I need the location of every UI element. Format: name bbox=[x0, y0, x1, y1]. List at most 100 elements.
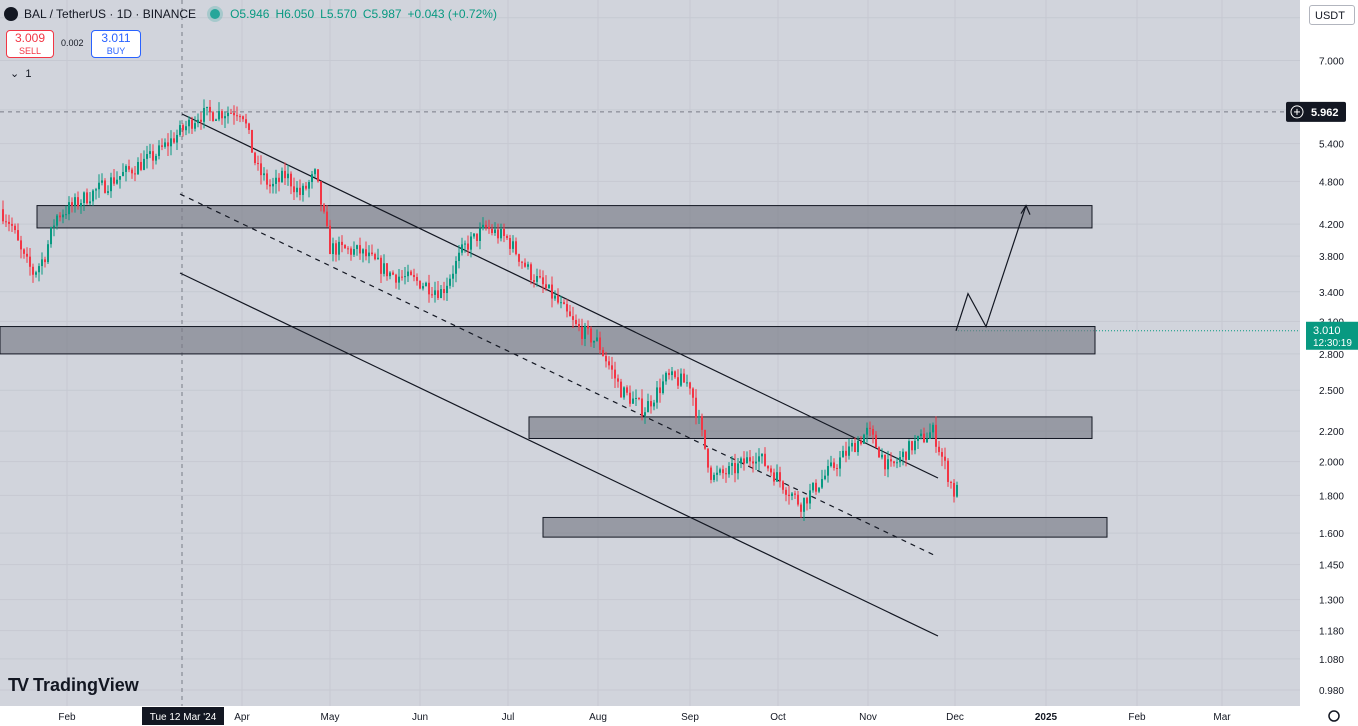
candle-body bbox=[68, 202, 70, 215]
candle-body bbox=[461, 244, 463, 253]
candle-body bbox=[635, 397, 637, 399]
candle-body bbox=[731, 463, 733, 467]
candle-body bbox=[866, 427, 868, 435]
candle-body bbox=[671, 371, 673, 376]
candle-body bbox=[698, 416, 700, 418]
candle-body bbox=[713, 474, 715, 480]
price-tick-label: 3.800 bbox=[1319, 252, 1344, 263]
candle-body bbox=[38, 266, 40, 273]
candle-body bbox=[497, 229, 499, 239]
candle-body bbox=[389, 272, 391, 277]
candle-body bbox=[503, 229, 505, 236]
currency-selector[interactable]: USDT bbox=[1309, 5, 1355, 25]
candle-body bbox=[17, 230, 19, 241]
candle-body bbox=[473, 233, 475, 237]
candle-body bbox=[71, 202, 73, 206]
candle-body bbox=[755, 461, 757, 464]
candle-body bbox=[908, 441, 910, 460]
candle-body bbox=[377, 257, 379, 260]
time-tick-label: Aug bbox=[589, 712, 607, 723]
candle-body bbox=[782, 481, 784, 490]
candle-body bbox=[23, 249, 25, 254]
price-axis[interactable]: 8.0007.0006.0005.4004.8004.2003.8003.400… bbox=[1286, 0, 1358, 706]
candle-body bbox=[854, 442, 856, 453]
candle-body bbox=[326, 211, 328, 226]
candle-body bbox=[398, 276, 400, 283]
candle-body bbox=[122, 171, 124, 177]
candle-body bbox=[131, 169, 133, 174]
ohlc-open: O5.946 bbox=[230, 7, 270, 21]
buy-button[interactable]: 3.011 BUY bbox=[91, 30, 141, 58]
candle-body bbox=[212, 112, 214, 121]
candle-body bbox=[926, 438, 928, 443]
candle-body bbox=[827, 466, 829, 476]
candle-body bbox=[605, 355, 607, 362]
sell-price: 3.009 bbox=[14, 31, 46, 45]
candle-body bbox=[107, 191, 109, 193]
candle-body bbox=[650, 401, 652, 407]
candle-body bbox=[701, 416, 703, 430]
candle-body bbox=[83, 192, 85, 204]
candle-body bbox=[581, 326, 583, 339]
candle-body bbox=[914, 440, 916, 451]
candle-body bbox=[41, 259, 43, 267]
candle-body bbox=[611, 365, 613, 370]
candle-body bbox=[125, 166, 127, 172]
tradingview-logo-icon: TV bbox=[8, 675, 29, 695]
symbol-header[interactable]: BAL / TetherUS · 1D · BINANCE O5.946 H6.… bbox=[4, 4, 503, 24]
candle-body bbox=[8, 221, 10, 224]
candle-body bbox=[890, 459, 892, 462]
candle-body bbox=[620, 381, 622, 398]
candle-body bbox=[758, 456, 760, 462]
candle-body bbox=[290, 173, 292, 187]
gear-icon[interactable] bbox=[1328, 710, 1340, 722]
candle-body bbox=[704, 429, 706, 449]
candle-body bbox=[26, 253, 28, 257]
time-axis[interactable]: Feb Apr May Jun Jul Aug Sep Oct Nov Dec 2025 Feb Mar… bbox=[0, 706, 1358, 726]
candle-body bbox=[536, 276, 538, 282]
candle-body bbox=[248, 123, 250, 130]
candle-body bbox=[428, 282, 430, 295]
candle-body bbox=[191, 119, 193, 129]
candle-body bbox=[680, 373, 682, 386]
candle-body bbox=[938, 446, 940, 453]
symbol-title[interactable]: BAL / TetherUS · 1D · BINANCE bbox=[24, 7, 197, 21]
candle-body bbox=[383, 263, 385, 274]
candle-body bbox=[317, 169, 319, 182]
candle-body bbox=[335, 243, 337, 255]
candle-body bbox=[110, 177, 112, 192]
candle-body bbox=[104, 180, 106, 193]
price-tick-label: 1.080 bbox=[1319, 655, 1344, 666]
tradingview-logo[interactable]: TV TradingView bbox=[8, 675, 139, 696]
candle-body bbox=[728, 466, 730, 475]
time-tick-label: 2025 bbox=[1035, 712, 1058, 723]
candle-body bbox=[347, 248, 349, 250]
candle-body bbox=[896, 462, 898, 464]
crosshair-date-badge bbox=[142, 707, 224, 725]
candle-body bbox=[269, 184, 271, 187]
candle-body bbox=[359, 245, 361, 254]
candle-body bbox=[5, 221, 7, 223]
candle-body bbox=[119, 176, 121, 180]
candle-body bbox=[449, 278, 451, 286]
candle-body bbox=[101, 180, 103, 183]
candle-body bbox=[941, 452, 943, 457]
candle-body bbox=[392, 272, 394, 275]
candle-body bbox=[845, 450, 847, 456]
candle-body bbox=[371, 252, 373, 255]
sell-button[interactable]: 3.009 SELL bbox=[6, 30, 54, 58]
candle-body bbox=[35, 272, 37, 275]
candle-body bbox=[203, 107, 205, 122]
candle-body bbox=[206, 106, 208, 108]
indicators-toggle[interactable]: ⌄ 1 bbox=[10, 67, 31, 80]
candle-body bbox=[74, 197, 76, 206]
projection-path bbox=[955, 205, 1027, 331]
chevron-down-icon: ⌄ bbox=[10, 68, 20, 80]
candle-body bbox=[821, 479, 823, 488]
candle-body bbox=[341, 241, 343, 246]
candle-body bbox=[521, 261, 523, 263]
candle-body bbox=[836, 468, 838, 470]
candle-body bbox=[860, 440, 862, 444]
candle-body bbox=[437, 290, 439, 298]
